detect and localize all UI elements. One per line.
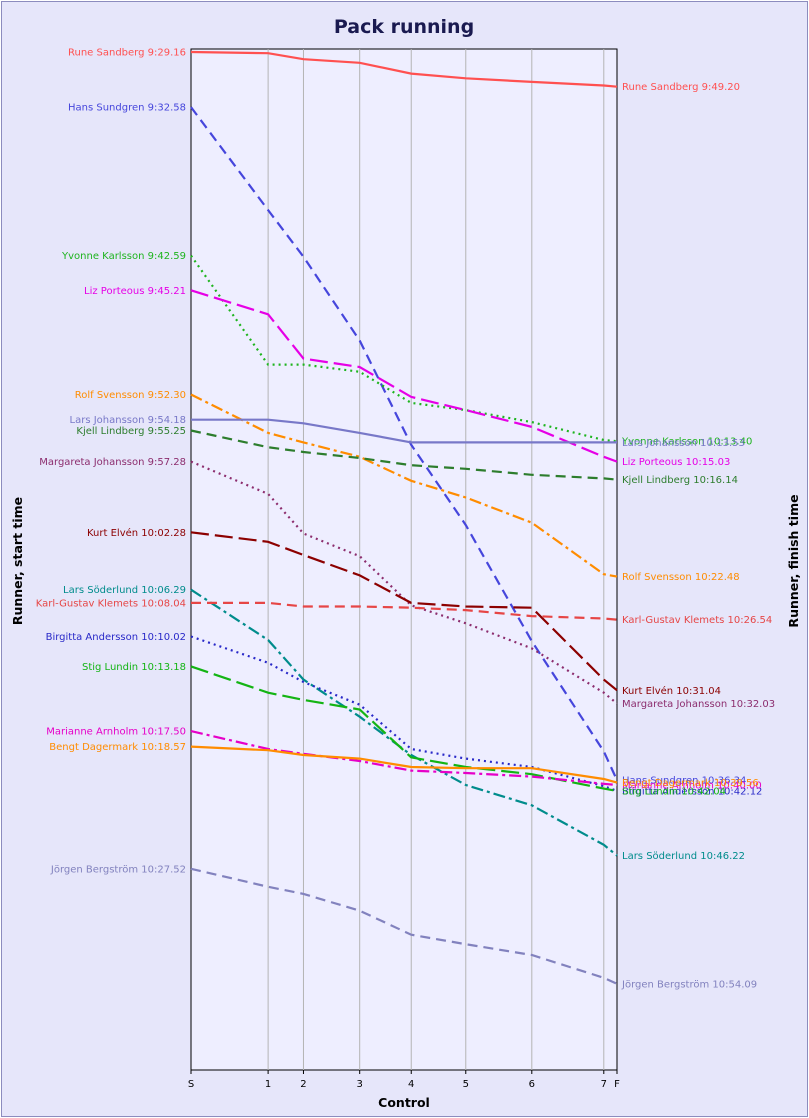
finish-label-rolf-svensson: Rolf Svensson 10:22.48 bbox=[622, 572, 740, 583]
series-line-rolf-svensson bbox=[190, 393, 618, 578]
start-label-lars-soderlund: Lars Söderlund 10:06.29 bbox=[63, 585, 186, 596]
start-label-margareta-johansson: Margareta Johansson 9:57.28 bbox=[39, 457, 186, 468]
finish-label-kurt-elven: Kurt Elvén 10:31.04 bbox=[622, 685, 721, 697]
start-label-liz-porteous: Liz Porteous 9:45.21 bbox=[84, 286, 186, 297]
finish-label-margareta-johansson: Margareta Johansson 10:32.03 bbox=[622, 699, 775, 710]
y-axis-title-right: Runner, finish time bbox=[786, 494, 801, 627]
finish-label-liz-porteous: Liz Porteous 10:15.03 bbox=[622, 457, 730, 468]
series-line-lars-soderlund bbox=[190, 588, 618, 857]
start-label-kjell-lindberg: Kjell Lindberg 9:55.25 bbox=[76, 426, 186, 437]
series-line-rune-sandberg bbox=[190, 50, 618, 88]
tick-label-7: 7 bbox=[601, 1079, 607, 1090]
tick-label-3: 3 bbox=[357, 1079, 363, 1090]
start-label-jorgen-bergstrom: Jörgen Bergström 10:27.52 bbox=[50, 864, 186, 875]
series-line-yvonne-karlsson bbox=[190, 254, 618, 443]
series-line-kurt-elven bbox=[190, 531, 618, 692]
tick-label-S: S bbox=[188, 1079, 194, 1090]
series-line-lars-johansson bbox=[191, 418, 617, 444]
start-label-lars-johansson: Lars Johansson 9:54.18 bbox=[70, 415, 186, 426]
start-label-stig-lundin: Stig Lundin 10:13.18 bbox=[82, 662, 186, 673]
finish-label-bengt-dagermark: Bengt Dagermark 10:39.56 bbox=[622, 778, 759, 789]
start-label-bengt-dagermark: Bengt Dagermark 10:18.57 bbox=[49, 742, 186, 753]
finish-label-karl-gustav-klemets: Karl-Gustav Klemets 10:26.54 bbox=[622, 615, 772, 626]
finish-label-hans-sundgren: Hans Sundgren 10:36.34 bbox=[622, 776, 746, 787]
series-line-liz-porteous bbox=[190, 289, 618, 463]
series-line-birgitta-andersson bbox=[190, 635, 618, 792]
tick-label-1: 1 bbox=[265, 1079, 271, 1090]
series-line-hans-sundgren bbox=[190, 106, 618, 781]
runner-labels: Rune Sandberg 9:29.16 Rune Sandberg 9:49.… bbox=[36, 48, 775, 991]
finish-label-lars-johansson: Lars Johansson 10:13.53 bbox=[622, 438, 745, 449]
grid-lines bbox=[267, 49, 605, 1070]
series-line-jorgen-bergstrom bbox=[190, 867, 618, 985]
start-label-rune-sandberg: Rune Sandberg 9:29.16 bbox=[68, 48, 186, 59]
tick-label-2: 2 bbox=[300, 1079, 306, 1090]
series-line-marianne-arnholm bbox=[190, 730, 618, 787]
series-line-stig-lundin bbox=[190, 665, 618, 792]
series-line-karl-gustav-klemets bbox=[191, 601, 618, 621]
tick-label-F: F bbox=[614, 1079, 620, 1090]
start-label-kurt-elven: Kurt Elvén 10:02.28 bbox=[87, 527, 186, 539]
y-axis-title-left: Runner, start time bbox=[10, 497, 25, 625]
plot-area bbox=[190, 48, 618, 1071]
finish-label-jorgen-bergstrom: Jörgen Bergström 10:54.09 bbox=[621, 979, 757, 990]
finish-label-marianne-arnholm: Marianne Arnholm 10:40.00 bbox=[622, 780, 762, 791]
finish-label-yvonne-karlsson: Yvonne Karlsson 10:13.40 bbox=[621, 437, 752, 448]
finish-label-lars-soderlund: Lars Söderlund 10:46.22 bbox=[622, 851, 745, 862]
x-axis-title: Control bbox=[378, 1095, 430, 1110]
finish-label-birgitta-andersson: Birgitta Andersson 10:42.12 bbox=[622, 786, 762, 797]
series-line-bengt-dagermark bbox=[190, 745, 618, 784]
start-label-birgitta-andersson: Birgitta Andersson 10:10.02 bbox=[46, 632, 186, 643]
start-label-marianne-arnholm: Marianne Arnholm 10:17.50 bbox=[46, 727, 186, 738]
tick-label-4: 4 bbox=[408, 1079, 414, 1090]
finish-label-rune-sandberg: Rune Sandberg 9:49.20 bbox=[622, 82, 740, 93]
start-label-rolf-svensson: Rolf Svensson 9:52.30 bbox=[75, 390, 186, 401]
start-label-yvonne-karlsson: Yvonne Karlsson 9:42.59 bbox=[61, 251, 186, 262]
start-label-hans-sundgren: Hans Sundgren 9:32.58 bbox=[68, 103, 186, 114]
series-lines bbox=[190, 50, 618, 985]
tick-label-6: 6 bbox=[529, 1079, 535, 1090]
start-label-karl-gustav-klemets: Karl-Gustav Klemets 10:08.04 bbox=[36, 598, 186, 609]
series-line-kjell-lindberg bbox=[190, 429, 618, 481]
finish-label-stig-lundin: Stig Lundin 10:42.04 bbox=[622, 786, 726, 797]
tick-label-5: 5 bbox=[463, 1079, 469, 1090]
finish-label-kjell-lindberg: Kjell Lindberg 10:16.14 bbox=[622, 475, 738, 486]
chart-title: Pack running bbox=[334, 16, 474, 38]
